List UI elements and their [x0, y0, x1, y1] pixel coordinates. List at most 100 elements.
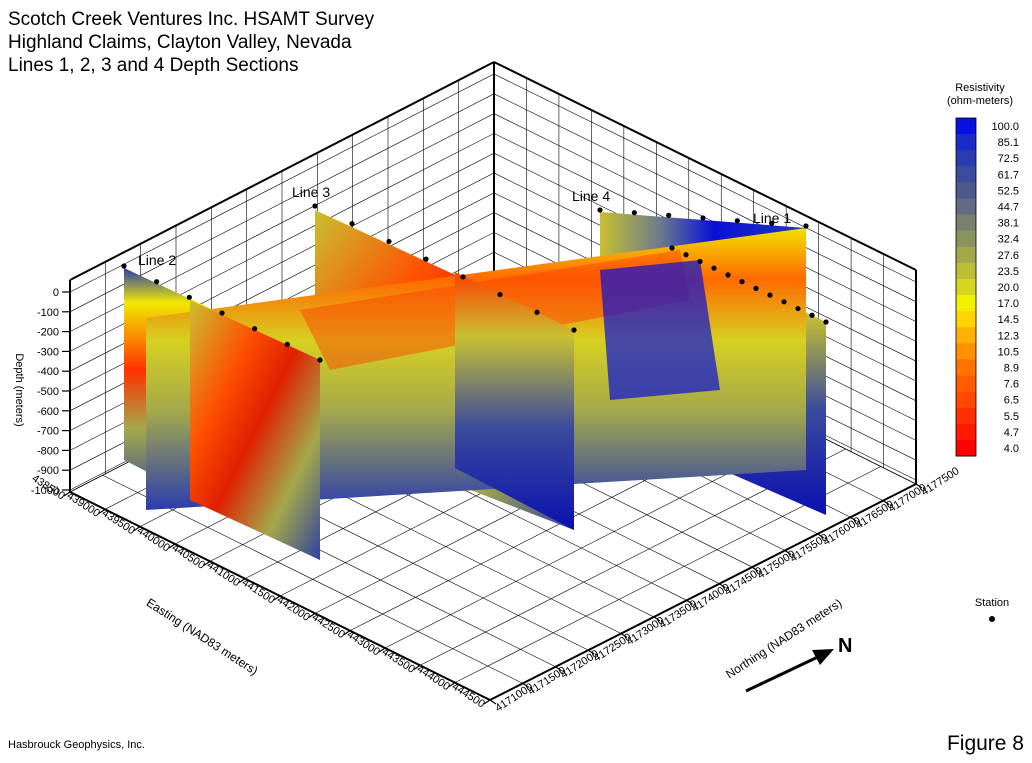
colorbar-tick-label: 44.7 — [998, 202, 1019, 214]
colorbar-tick-label: 38.1 — [998, 218, 1019, 230]
station-marker — [735, 218, 740, 223]
depth-tick-label: -100 — [37, 307, 59, 319]
depth-tick-label: 0 — [53, 287, 59, 299]
station-marker — [683, 252, 688, 257]
station-marker — [725, 272, 730, 277]
northing-axis-label: Northing (NAD83 meters) — [723, 596, 844, 681]
station-marker — [767, 292, 772, 297]
line-label: Line 2 — [138, 252, 176, 268]
colorbar-tick-label: 12.3 — [998, 330, 1019, 342]
station-marker — [669, 245, 674, 250]
figure-label: Figure 8 — [947, 732, 1024, 756]
resistivity-panels — [124, 210, 826, 560]
colorbar-swatch — [956, 263, 976, 280]
depth-tick-label: -500 — [37, 386, 59, 398]
station-marker — [534, 310, 539, 315]
colorbar-swatch — [956, 311, 976, 328]
colorbar-swatch — [956, 440, 976, 457]
station-marker — [460, 274, 465, 279]
station-marker — [697, 259, 702, 264]
station-marker — [666, 213, 671, 218]
station-legend-label: Station — [975, 597, 1009, 609]
station-marker — [803, 223, 808, 228]
colorbar-swatch — [956, 295, 976, 312]
colorbar-tick-label: 20.0 — [998, 282, 1019, 294]
colorbar-tick-label: 100.0 — [991, 121, 1019, 133]
colorbar-tick-label: 5.5 — [1004, 411, 1019, 423]
colorbar-title-line-2: (ohm-meters) — [930, 95, 1030, 108]
colorbar-swatch — [956, 408, 976, 425]
station-marker — [571, 327, 576, 332]
colorbar-tick-label: 8.9 — [1004, 362, 1019, 374]
station-marker — [795, 306, 800, 311]
station-symbol — [989, 616, 995, 622]
depth-tick-label: -700 — [37, 426, 59, 438]
station-marker — [753, 286, 758, 291]
station-legend: Station — [962, 597, 1022, 622]
credit: Hasbrouck Geophysics, Inc. — [8, 739, 145, 751]
depth-tick-label: -600 — [37, 406, 59, 418]
station-marker — [823, 319, 828, 324]
colorbar-tick-label: 23.5 — [998, 266, 1019, 278]
line-label: Line 4 — [572, 188, 610, 204]
station-marker — [809, 313, 814, 318]
colorbar-tick-label: 32.4 — [998, 234, 1019, 246]
station-marker — [312, 203, 317, 208]
colorbar-swatch — [956, 118, 976, 135]
station-marker — [711, 266, 716, 271]
colorbar-swatch — [956, 327, 976, 344]
station-marker — [349, 221, 354, 226]
colorbar-tick-label: 27.6 — [998, 250, 1019, 262]
depth-tick-label: -800 — [37, 445, 59, 457]
colorbar-title: Resistivity (ohm-meters) — [930, 82, 1030, 108]
depth-axis-label: Depth (meters) — [13, 353, 25, 426]
station-marker — [739, 279, 744, 284]
station-marker — [121, 263, 126, 268]
colorbar-tick-label: 61.7 — [998, 169, 1019, 181]
colorbar-tick-label: 72.5 — [998, 153, 1019, 165]
crossline-overlay-blue — [600, 260, 720, 400]
colorbar-swatch — [956, 359, 976, 376]
station-marker — [252, 326, 257, 331]
colorbar-swatch — [956, 247, 976, 264]
colorbar-tick-label: 10.5 — [998, 346, 1019, 358]
colorbar-tick-label: 6.5 — [1004, 395, 1019, 407]
colorbar-swatch — [956, 166, 976, 183]
station-marker — [386, 239, 391, 244]
colorbar-tick-label: 85.1 — [998, 137, 1019, 149]
station-marker — [187, 295, 192, 300]
line-label: Line 1 — [753, 210, 791, 226]
colorbar-tick-label: 7.6 — [1004, 379, 1019, 391]
northing-tick-label: 4177500 — [919, 465, 961, 498]
colorbar-swatch — [956, 392, 976, 409]
colorbar-swatch — [956, 150, 976, 167]
colorbar-swatch — [956, 231, 976, 248]
north-label: N — [838, 635, 852, 657]
station-marker — [781, 299, 786, 304]
colorbar-tick-label: 17.0 — [998, 298, 1019, 310]
colorbar-swatch — [956, 198, 976, 215]
station-marker — [285, 342, 290, 347]
station-marker — [219, 310, 224, 315]
depth-tick-label: -200 — [37, 327, 59, 339]
colorbar-swatch — [956, 215, 976, 232]
depth-tick-label: -300 — [37, 346, 59, 358]
colorbar-tick-label: 4.0 — [1004, 443, 1019, 455]
easting-axis-label: Easting (NAD83 meters) — [144, 595, 261, 678]
colorbar-swatch — [956, 182, 976, 199]
colorbar-tick-label: 52.5 — [998, 185, 1019, 197]
colorbar-tick-label: 4.7 — [1004, 427, 1019, 439]
colorbar-swatch — [956, 424, 976, 441]
station-marker — [700, 215, 705, 220]
colorbar: 100.0 85.1 72.5 61.7 52.5 44.7 38.1 32.4 27.6 23.… — [956, 118, 1019, 457]
station-marker — [423, 257, 428, 262]
colorbar-swatch — [956, 376, 976, 393]
station-marker — [632, 210, 637, 215]
colorbar-swatch — [956, 279, 976, 296]
station-marker — [497, 292, 502, 297]
station-marker — [597, 207, 602, 212]
line-label: Line 3 — [292, 184, 330, 200]
station-marker — [154, 279, 159, 284]
depth-tick-label: -400 — [37, 366, 59, 378]
